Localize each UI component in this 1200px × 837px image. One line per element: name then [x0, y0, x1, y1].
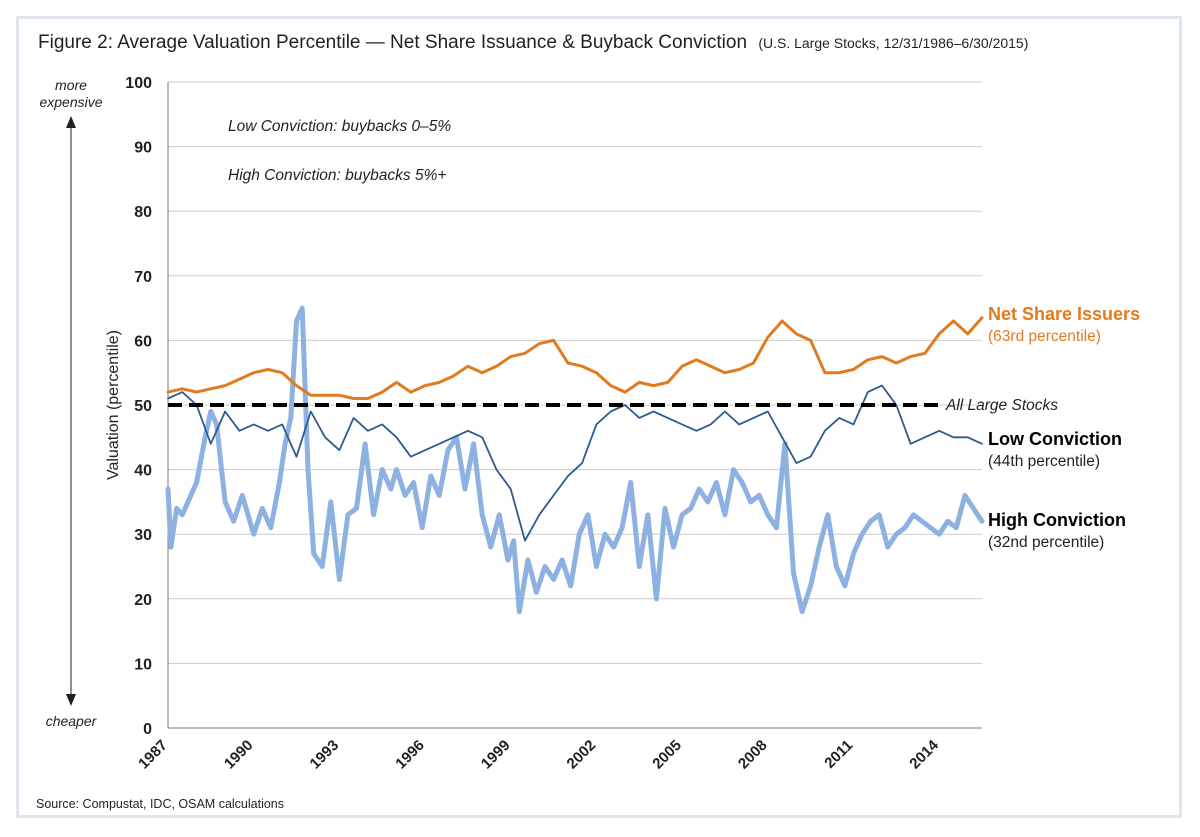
x-tick-label: 2002	[564, 737, 600, 773]
axis-note-more-expensive: more	[55, 77, 87, 93]
y-tick-label: 80	[134, 204, 152, 221]
title-text: Figure 2: Average Valuation Percentile —…	[38, 32, 748, 53]
series-line-low	[167, 384, 983, 542]
x-tick-label: 2005	[649, 737, 685, 773]
chart-title: Figure 2: Average Valuation Percentile —…	[38, 32, 1028, 54]
axis-note-more-expensive: expensive	[39, 94, 102, 110]
x-tick-label: 1987	[135, 737, 171, 773]
source-note: Source: Compustat, IDC, OSAM calculation…	[36, 797, 285, 811]
conviction-note: High Conviction: buybacks 5%+	[228, 167, 446, 184]
y-axis-title: Valuation (percentile)	[105, 330, 122, 480]
series-sublabel-issuers: (63rd percentile)	[988, 328, 1101, 345]
y-tick-label: 0	[143, 721, 152, 738]
x-tick-label: 2014	[906, 736, 942, 772]
series-sublabel-low: (44th percentile)	[988, 453, 1100, 470]
y-tick-label: 50	[134, 398, 152, 415]
y-tick-label: 100	[125, 75, 152, 92]
arrow-up-icon	[66, 116, 76, 128]
x-tick-label: 1993	[307, 737, 343, 773]
y-tick-label: 70	[134, 269, 152, 286]
x-tick-label: 2008	[735, 737, 771, 773]
series-line-issuers	[166, 316, 984, 400]
y-tick-label: 60	[134, 333, 152, 350]
series-label-low: Low Conviction	[988, 429, 1122, 449]
x-tick-label: 1996	[392, 737, 428, 773]
chart-subtitle: (U.S. Large Stocks, 12/31/1986–6/30/2015…	[758, 35, 1029, 51]
conviction-note: Low Conviction: buybacks 0–5%	[228, 118, 451, 135]
y-tick-label: 90	[134, 140, 152, 157]
series-label-issuers: Net Share Issuers	[988, 304, 1140, 324]
axis-note-cheaper: cheaper	[46, 713, 98, 729]
series-sublabel-high: (32nd percentile)	[988, 534, 1104, 551]
arrow-down-icon	[66, 694, 76, 706]
y-tick-label: 20	[134, 592, 152, 609]
x-tick-label: 1999	[478, 737, 514, 773]
y-tick-label: 10	[134, 656, 152, 673]
x-tick-label: 1990	[221, 737, 257, 773]
series-line-high	[165, 305, 985, 615]
y-tick-label: 30	[134, 527, 152, 544]
benchmark-label: All Large Stocks	[945, 397, 1058, 414]
x-tick-label: 2011	[821, 737, 856, 772]
series-label-high: High Conviction	[988, 510, 1126, 530]
y-tick-label: 40	[134, 463, 152, 480]
